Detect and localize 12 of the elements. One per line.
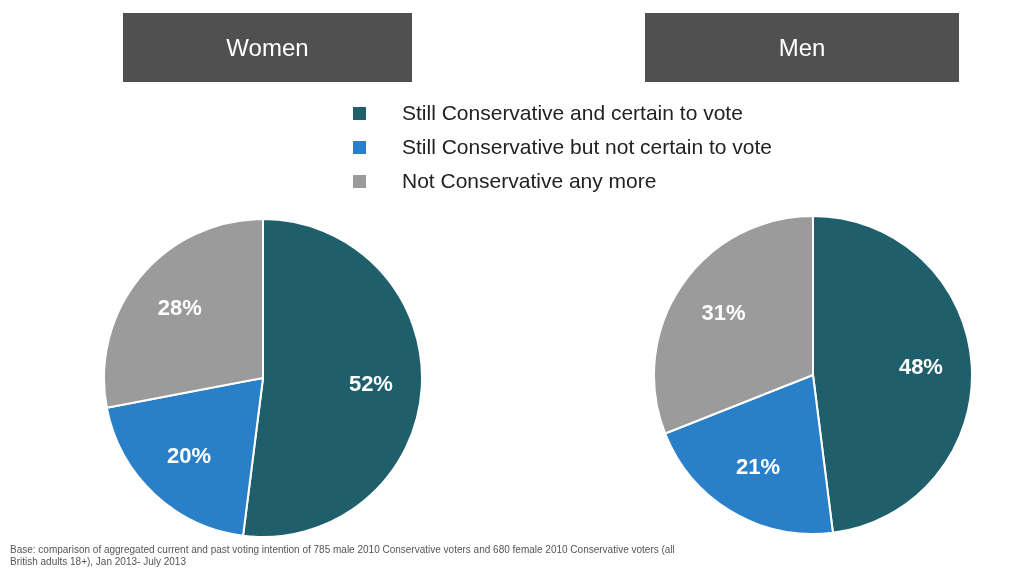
text: Base: comparison of aggregated current and past voting intention of 785 male 2010 Conservative voters and 680 female 2010 Conservative voters (all British adults 18+), Jan 2013- July 2013	[10, 544, 676, 568]
chart-title: Men	[645, 13, 959, 82]
data-label: 52%	[348, 370, 393, 396]
legend-label: Still Conservative and certain to vote	[402, 101, 743, 125]
legend-label: Not Conservative any more	[402, 169, 657, 193]
data-label: 20%	[166, 442, 212, 468]
data-label: 21%	[735, 454, 780, 480]
legend-label: Still Conservative but not certain to vote	[402, 135, 773, 159]
data-label: 28%	[157, 295, 202, 321]
data-label: 31%	[701, 300, 746, 326]
chart-title: Women	[123, 13, 412, 82]
data-label: 48%	[898, 354, 943, 380]
